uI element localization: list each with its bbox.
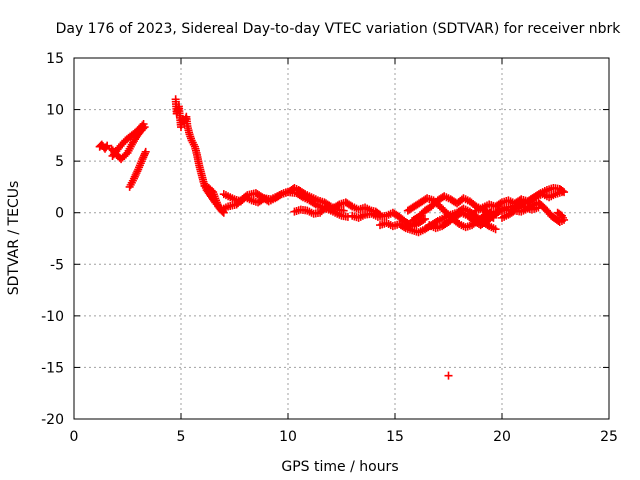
x-tick-label: 0 <box>70 429 79 445</box>
data-point <box>555 209 564 218</box>
y-tick-label: 0 <box>55 206 64 222</box>
y-tick-label: -10 <box>41 309 64 325</box>
data-point <box>419 215 428 224</box>
x-axis-label: GPS time / hours <box>281 459 398 475</box>
data-point <box>400 223 409 232</box>
data-point <box>141 147 150 156</box>
plot-border <box>73 57 610 420</box>
data-point <box>129 174 138 183</box>
x-tick-label: 10 <box>279 429 297 445</box>
data-point <box>557 188 566 197</box>
y-tick-label: 15 <box>46 51 64 67</box>
data-point <box>139 153 148 162</box>
data-point <box>140 151 149 160</box>
data-point <box>102 143 111 152</box>
y-tick-label: -15 <box>41 360 64 376</box>
data-point <box>496 199 505 208</box>
y-tick-label: -20 <box>41 412 64 428</box>
data-point <box>553 208 562 217</box>
data-point <box>333 201 342 210</box>
tick-labels: 0 5 10 15 20 25 15 10 5 0 -5 -10 -15 -20 <box>41 51 618 445</box>
y-tick-label: -5 <box>50 257 64 273</box>
y-tick-label: 10 <box>46 103 64 119</box>
data-point <box>241 192 250 201</box>
data-point <box>530 193 539 202</box>
data-point <box>444 371 453 380</box>
data-point <box>420 214 429 223</box>
data-point <box>140 149 149 158</box>
data-point <box>132 169 141 178</box>
data-points <box>95 95 569 380</box>
data-point <box>138 155 147 164</box>
data-point <box>103 141 112 150</box>
chart-title: Day 176 of 2023, Sidereal Day-to-day VTE… <box>56 21 622 37</box>
data-point <box>133 167 142 176</box>
data-point <box>491 225 500 234</box>
axis-ticks <box>73 57 610 420</box>
data-point <box>130 172 139 181</box>
x-tick-label: 15 <box>386 429 404 445</box>
x-tick-label: 20 <box>493 429 511 445</box>
x-tick-label: 25 <box>600 429 618 445</box>
y-axis-label: SDTVAR / TECUs <box>6 181 22 296</box>
data-point <box>138 121 147 130</box>
data-point <box>275 191 284 200</box>
data-point <box>131 170 140 179</box>
x-tick-label: 5 <box>177 429 186 445</box>
plot-frame <box>73 57 610 420</box>
data-point <box>139 120 148 129</box>
y-tick-label: 5 <box>55 154 64 170</box>
